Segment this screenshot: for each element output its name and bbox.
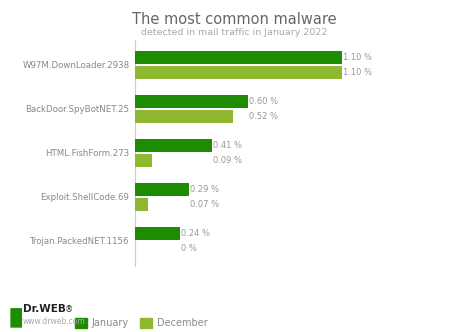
Text: www.drweb.com: www.drweb.com [22,317,85,326]
Text: 0.60 %: 0.60 % [249,97,278,106]
Text: 0.07 %: 0.07 % [190,200,220,208]
Legend: January, December: January, December [75,318,207,328]
Bar [135,139,212,152]
Text: The most common malware: The most common malware [132,12,336,27]
Bar [135,154,152,167]
Bar [135,51,342,64]
Bar [135,66,342,79]
Text: 0.29 %: 0.29 % [190,185,220,194]
Text: 0.52 %: 0.52 % [249,112,278,121]
Text: 1.10 %: 1.10 % [342,53,372,62]
Text: 0 %: 0 % [181,243,197,253]
Text: 0.24 %: 0.24 % [181,229,210,238]
Bar [135,183,189,196]
Bar [135,110,233,123]
Text: Dr.WEB: Dr.WEB [22,304,65,314]
Bar [135,95,248,108]
Text: 0.09 %: 0.09 % [213,156,242,165]
Bar [135,198,148,210]
Bar [135,227,180,240]
Text: 0.41 %: 0.41 % [213,141,242,150]
Text: 1.10 %: 1.10 % [342,68,372,77]
Text: ®: ® [65,305,73,314]
Text: detected in mail traffic in January 2022: detected in mail traffic in January 2022 [141,28,327,37]
